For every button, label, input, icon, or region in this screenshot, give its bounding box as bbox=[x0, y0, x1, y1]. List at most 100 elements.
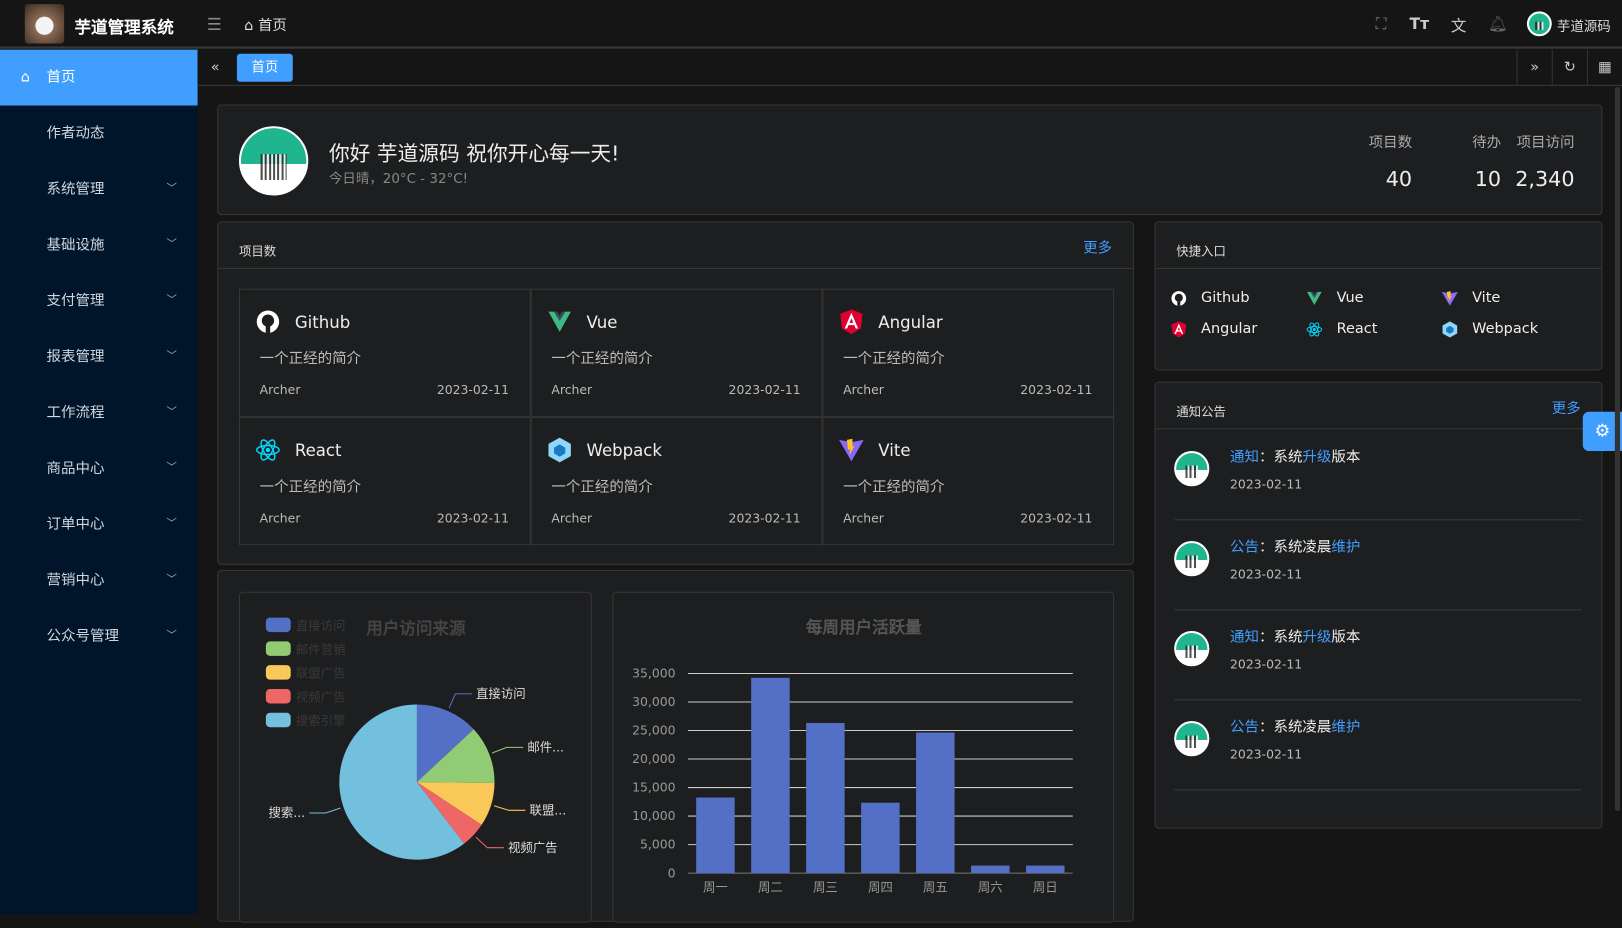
breadcrumb[interactable]: ⌂ 首页 bbox=[244, 14, 287, 35]
avatar bbox=[1174, 631, 1210, 667]
sidebar-item-label: 支付管理 bbox=[46, 292, 105, 310]
legend-swatch[interactable] bbox=[265, 641, 291, 656]
project-card[interactable]: Vite 一个正经的简介 Archer 2023-02-11 bbox=[822, 416, 1115, 546]
pie-slice[interactable] bbox=[339, 704, 465, 860]
avatar bbox=[238, 126, 309, 196]
angular-icon bbox=[1171, 321, 1187, 338]
sidebar-item[interactable]: 商品中心 ﹀ bbox=[0, 441, 198, 497]
user-name[interactable]: 芋道源码 bbox=[1556, 19, 1611, 36]
shortcut-angular[interactable]: Angular bbox=[1170, 319, 1304, 342]
avatar[interactable] bbox=[1526, 11, 1552, 37]
github-icon bbox=[256, 310, 280, 333]
project-author: Archer bbox=[551, 511, 593, 526]
slice-label-line bbox=[448, 693, 472, 709]
shortcut-github[interactable]: Github bbox=[1170, 288, 1304, 311]
bell-icon[interactable]: 🔔︎ bbox=[1488, 14, 1508, 34]
sidebar-item[interactable]: 作者动态 bbox=[0, 106, 198, 162]
project-card[interactable]: React 一个正经的简介 Archer 2023-02-11 bbox=[238, 416, 531, 546]
sidebar-item[interactable]: 支付管理 ﹀ bbox=[0, 273, 198, 329]
shortcut-label: React bbox=[1336, 320, 1378, 338]
bar[interactable] bbox=[916, 732, 955, 874]
scroll-left-icon[interactable]: « bbox=[210, 58, 220, 76]
notice-item[interactable]: 通知：系统升级版本 2023-02-11 bbox=[1174, 430, 1582, 521]
bar[interactable] bbox=[1026, 865, 1065, 874]
legend-swatch[interactable] bbox=[265, 688, 291, 704]
separator: ： bbox=[1258, 448, 1274, 466]
more-link[interactable]: 更多 bbox=[1083, 240, 1113, 257]
react-icon bbox=[1306, 322, 1323, 337]
sidebar-item[interactable]: 工作流程 ﹀ bbox=[0, 385, 198, 441]
notice-type[interactable]: 公告 bbox=[1230, 538, 1259, 556]
bar[interactable] bbox=[861, 802, 900, 874]
stat-label: 项目访问 bbox=[1516, 134, 1575, 152]
sidebar-item[interactable]: 基础设施 ﹀ bbox=[0, 217, 198, 273]
bar[interactable] bbox=[696, 797, 735, 874]
pie-slice[interactable] bbox=[416, 729, 495, 783]
refresh-icon[interactable]: ↻ bbox=[1551, 49, 1587, 86]
sidebar-item[interactable]: 订单中心 ﹀ bbox=[0, 497, 198, 553]
pie-slice[interactable] bbox=[416, 782, 495, 825]
slice-label: 搜索... bbox=[268, 805, 305, 820]
bar[interactable] bbox=[806, 722, 845, 874]
more-link[interactable]: 更多 bbox=[1551, 400, 1581, 417]
notice-date: 2023-02-11 bbox=[1230, 476, 1303, 492]
shortcut-react[interactable]: React bbox=[1306, 319, 1440, 342]
y-tick-label: 10,000 bbox=[632, 808, 676, 823]
legend-swatch[interactable] bbox=[265, 665, 291, 680]
pie-slice[interactable] bbox=[416, 782, 482, 844]
chevron-down-icon: ﹀ bbox=[166, 350, 177, 363]
sidebar-item[interactable]: 公众号管理 ﹀ bbox=[0, 608, 198, 664]
chevron-down-icon: ﹀ bbox=[166, 630, 177, 642]
project-card[interactable]: Webpack 一个正经的简介 Archer 2023-02-11 bbox=[530, 416, 823, 546]
bar[interactable] bbox=[971, 865, 1010, 874]
sidebar-item[interactable]: 报表管理 ﹀ bbox=[0, 329, 198, 385]
notice-item[interactable]: 公告：系统凌晨维护 2023-02-11 bbox=[1174, 700, 1582, 791]
scrollbar[interactable] bbox=[1614, 86, 1621, 812]
project-name: Angular bbox=[878, 312, 943, 333]
greeting: 你好 芋道源码 祝你开心每一天! bbox=[328, 140, 620, 166]
bar[interactable] bbox=[751, 677, 790, 874]
notice-text: 系统 bbox=[1273, 448, 1303, 466]
notice-date: 2023-02-11 bbox=[1230, 746, 1303, 762]
legend-swatch[interactable] bbox=[265, 617, 291, 633]
project-card[interactable]: Github 一个正经的简介 Archer 2023-02-11 bbox=[238, 288, 531, 417]
sidebar-item[interactable]: 营销中心 ﹀ bbox=[0, 552, 198, 608]
project-card[interactable]: Vue 一个正经的简介 Archer 2023-02-11 bbox=[530, 288, 823, 417]
tab-home[interactable]: 首页 bbox=[236, 53, 293, 82]
shortcut-vite[interactable]: Vite bbox=[1441, 288, 1575, 311]
project-desc: 一个正经的简介 bbox=[259, 350, 362, 368]
sidebar-item-label: 作者动态 bbox=[46, 125, 105, 142]
fullscreen-icon[interactable]: ⛶ bbox=[1375, 14, 1387, 34]
shortcut-webpack[interactable]: Webpack bbox=[1441, 319, 1575, 342]
notice-type[interactable]: 通知 bbox=[1230, 448, 1259, 466]
font-size-icon[interactable]: Tт bbox=[1409, 14, 1430, 34]
project-date: 2023-02-11 bbox=[436, 382, 509, 398]
translate-icon[interactable]: 文 bbox=[1450, 16, 1467, 36]
pie-slice[interactable] bbox=[416, 704, 474, 783]
legend-swatch[interactable] bbox=[265, 712, 291, 728]
sidebar-item[interactable]: 系统管理 ﹀ bbox=[0, 161, 198, 217]
notice-type[interactable]: 通知 bbox=[1230, 628, 1259, 646]
notice-text: 系统凌晨 bbox=[1273, 538, 1332, 556]
project-desc: 一个正经的简介 bbox=[843, 478, 945, 496]
y-tick-label: 25,000 bbox=[632, 723, 676, 738]
notice-item[interactable]: 公告：系统凌晨维护 2023-02-11 bbox=[1174, 520, 1582, 611]
project-name: Github bbox=[294, 312, 351, 333]
project-card[interactable]: Angular 一个正经的简介 Archer 2023-02-11 bbox=[822, 288, 1115, 417]
grid-menu-icon[interactable]: ▦ bbox=[1586, 49, 1622, 86]
webpack-icon bbox=[1442, 321, 1458, 338]
sidebar-item[interactable]: ⌂ 首页 bbox=[0, 49, 198, 106]
notice-text: 版本 bbox=[1331, 448, 1361, 466]
webpack-icon bbox=[548, 437, 571, 463]
chevron-down-icon: ﹀ bbox=[166, 183, 177, 195]
notice-type[interactable]: 公告 bbox=[1230, 718, 1259, 736]
notice-item[interactable]: 通知：系统升级版本 2023-02-11 bbox=[1174, 610, 1582, 701]
shortcut-vue[interactable]: Vue bbox=[1306, 288, 1440, 311]
scroll-right-icon[interactable]: » bbox=[1516, 49, 1552, 86]
project-author: Archer bbox=[843, 382, 884, 398]
avatar bbox=[1174, 721, 1210, 757]
project-author: Archer bbox=[551, 382, 593, 398]
project-author: Archer bbox=[259, 511, 301, 526]
menu-collapse-icon[interactable]: ☰ bbox=[206, 14, 222, 35]
chevron-down-icon: ﹀ bbox=[166, 574, 177, 586]
